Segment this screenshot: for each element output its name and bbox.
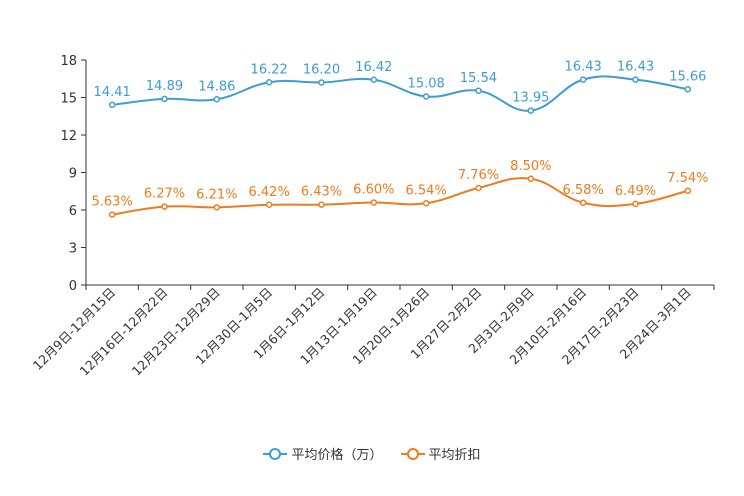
- data-point-discount: [632, 200, 639, 208]
- data-label-price: 14.41: [94, 85, 131, 100]
- data-point-price: [632, 76, 639, 83]
- legend: 平均价格（万） 平均折扣: [0, 444, 744, 463]
- data-point-price: [422, 93, 430, 100]
- data-label-price: 15.54: [460, 71, 497, 86]
- data-point-discount: [684, 187, 692, 194]
- data-label-discount: 5.63%: [92, 195, 133, 210]
- data-label-price: 13.95: [512, 91, 549, 106]
- x-tick-label: 12月16日-12月22日: [76, 285, 170, 379]
- data-point-discount: [108, 211, 116, 218]
- data-point-discount: [213, 204, 221, 211]
- y-tick-label: 12: [60, 129, 77, 144]
- y-tick-label: 3: [69, 242, 77, 257]
- series-line-discount: [112, 177, 689, 216]
- line-chart-plot: 036912151812月9日-12月15日12月16日-12月22日12月23…: [30, 54, 715, 379]
- data-label-price: 14.89: [146, 79, 183, 94]
- data-label-discount: 6.54%: [406, 183, 447, 198]
- y-tick-label: 18: [60, 54, 77, 69]
- y-tick-label: 6: [69, 204, 77, 219]
- data-point-price: [684, 86, 692, 93]
- data-point-discount: [370, 199, 378, 206]
- data-point-price: [318, 79, 325, 86]
- data-point-price: [475, 87, 482, 94]
- data-label-discount: 6.43%: [301, 185, 342, 200]
- data-label-discount: 6.27%: [144, 187, 185, 202]
- data-label-price: 16.22: [251, 62, 288, 77]
- legend-discount-marker-icon: [400, 447, 425, 460]
- legend-price-marker-icon: [263, 447, 288, 460]
- data-point-discount: [579, 199, 587, 206]
- data-label-discount: 8.50%: [510, 159, 551, 174]
- data-point-price: [265, 79, 273, 86]
- data-point-discount: [161, 203, 168, 210]
- data-label-price: 16.20: [303, 63, 340, 78]
- data-point-price: [370, 76, 378, 83]
- data-point-discount: [422, 200, 430, 207]
- data-label-discount: 6.42%: [249, 185, 290, 200]
- data-label-discount: 7.54%: [667, 171, 708, 186]
- data-label-discount: 6.21%: [196, 187, 237, 202]
- data-point-price: [213, 96, 221, 103]
- data-label-discount: 6.60%: [353, 183, 394, 198]
- legend-item-discount[interactable]: 平均折扣: [400, 444, 481, 463]
- data-label-price: 15.66: [669, 69, 706, 84]
- data-point-price: [527, 107, 535, 114]
- data-point-discount: [265, 201, 273, 208]
- data-label-discount: 7.76%: [458, 168, 499, 183]
- x-tick-label: 12月23日-12月29日: [129, 285, 223, 379]
- y-tick-label: 15: [60, 92, 77, 107]
- data-label-discount: 6.49%: [615, 184, 656, 199]
- y-tick-label: 0: [69, 279, 77, 294]
- legend-price-label: 平均价格（万）: [291, 448, 383, 463]
- data-label-price: 14.86: [198, 79, 235, 94]
- data-label-discount: 6.58%: [563, 183, 604, 198]
- data-label-price: 16.42: [355, 60, 392, 75]
- legend-item-price[interactable]: 平均价格（万）: [263, 444, 383, 463]
- data-label-price: 16.43: [617, 60, 654, 75]
- data-point-price: [108, 101, 116, 109]
- data-label-price: 15.08: [408, 77, 445, 92]
- data-label-price: 16.43: [565, 60, 602, 75]
- data-point-discount: [527, 175, 535, 182]
- data-point-price: [161, 95, 168, 103]
- data-point-discount: [475, 184, 482, 192]
- data-point-discount: [318, 201, 325, 208]
- y-tick-label: 9: [69, 167, 77, 182]
- data-point-price: [579, 76, 587, 83]
- legend-discount-label: 平均折扣: [428, 448, 481, 463]
